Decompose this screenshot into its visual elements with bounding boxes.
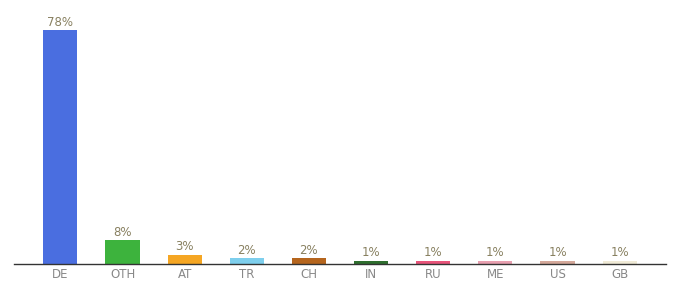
Bar [602, 261, 636, 264]
Bar [541, 261, 575, 264]
Text: 2%: 2% [237, 244, 256, 256]
Bar [167, 255, 202, 264]
Text: 2%: 2% [300, 244, 318, 256]
Text: 1%: 1% [548, 247, 567, 260]
Text: 1%: 1% [362, 247, 380, 260]
Bar [105, 240, 139, 264]
Text: 1%: 1% [611, 247, 629, 260]
Text: 1%: 1% [424, 247, 443, 260]
Text: 1%: 1% [486, 247, 505, 260]
Bar [416, 261, 450, 264]
Bar [354, 261, 388, 264]
Text: 3%: 3% [175, 241, 194, 254]
Bar [292, 258, 326, 264]
Bar [230, 258, 264, 264]
Text: 8%: 8% [114, 226, 132, 238]
Bar [478, 261, 513, 264]
Text: 78%: 78% [48, 16, 73, 28]
Bar [44, 30, 78, 264]
